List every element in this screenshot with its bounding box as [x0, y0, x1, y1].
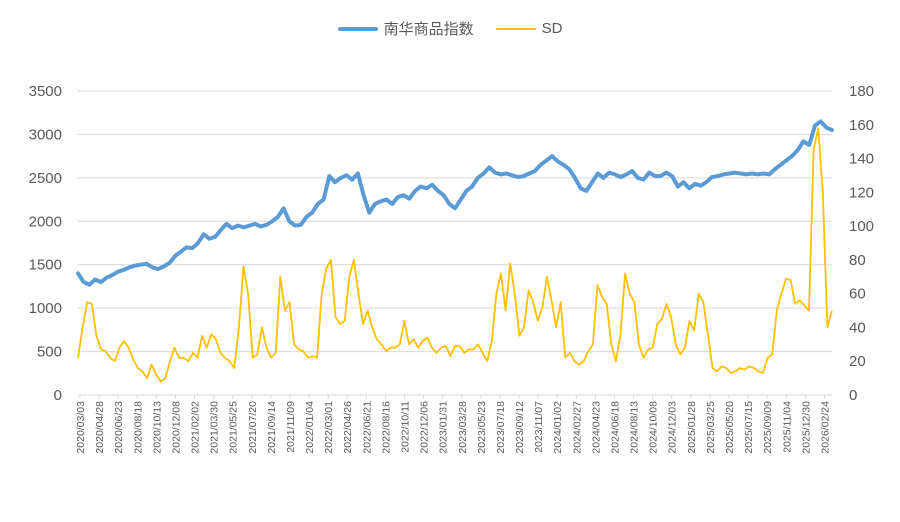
x-axis-date-label: 2021/11/09 [285, 401, 297, 453]
chart-legend: 南华商品指数 SD [0, 18, 900, 39]
right-axis-tick-label: 100 [849, 218, 874, 235]
x-axis-date-label: 2024/04/23 [590, 401, 602, 454]
right-axis-tick-label: 60 [849, 286, 866, 303]
x-axis-date-label: 2022/12/06 [419, 401, 431, 454]
x-axis-date-label: 2020/08/18 [132, 401, 144, 454]
right-axis-tick-label: 180 [849, 83, 874, 100]
left-axis-ticks: 0 500 1000 1500 2000 2500 3000 3500 [29, 83, 62, 404]
x-axis-date-label: 2025/09/09 [762, 401, 774, 454]
x-axis-date-label: 2023/03/28 [457, 401, 469, 454]
right-axis-tick-label: 0 [849, 387, 857, 404]
gridlines [78, 90, 832, 396]
right-axis-tick-label: 120 [849, 184, 874, 201]
legend-label-nanhua-index: 南华商品指数 [383, 21, 474, 38]
x-axis-date-label: 2024/01/02 [552, 401, 564, 454]
x-axis-date-label: 2021/05/25 [228, 401, 240, 454]
x-axis-date-label: 2025/12/30 [800, 401, 812, 454]
x-axis-date-label: 2025/05/20 [724, 401, 736, 454]
x-axis-date-label: 2024/10/08 [648, 401, 660, 454]
x-axis-date-label: 2023/07/18 [495, 401, 507, 454]
x-axis-date-label: 2024/02/27 [571, 401, 583, 454]
nanhua-index-series-line [76, 119, 834, 287]
x-axis-date-label: 2022/04/26 [342, 401, 354, 454]
right-axis-tick-label: 160 [849, 117, 874, 134]
x-axis-date-label: 2024/06/18 [609, 401, 621, 454]
x-axis-date-label: 2024/08/13 [629, 401, 641, 454]
x-axis-date-label: 2020/04/28 [94, 401, 106, 454]
x-axis-date-label: 2025/11/04 [781, 401, 793, 453]
x-axis-date-label: 2020/12/08 [170, 401, 182, 454]
x-axis-date-label: 2020/06/23 [113, 401, 125, 454]
x-axis: 2020/03/03 2020/04/28 2020/06/23 2020/08/18… [75, 395, 831, 454]
x-axis-date-label: 2021/09/14 [266, 401, 278, 454]
left-axis-tick-label: 2000 [29, 213, 62, 230]
legend-item-sd: SD [495, 20, 563, 37]
left-axis-tick-label: 2500 [29, 170, 62, 187]
left-axis-tick-label: 0 [54, 387, 62, 404]
right-axis-tick-label: 40 [849, 319, 866, 336]
sd-series-line [77, 127, 833, 383]
left-axis-tick-label: 3000 [29, 126, 62, 143]
left-axis-tick-label: 500 [37, 344, 62, 361]
x-axis-date-label: 2023/01/31 [438, 401, 450, 454]
legend-item-nanhua-index: 南华商品指数 [337, 18, 474, 39]
x-axis-date-label: 2022/01/04 [304, 401, 316, 454]
x-axis-date-label: 2024/12/03 [667, 401, 679, 454]
x-axis-date-label: 2022/10/11 [400, 401, 412, 453]
left-axis-tick-label: 1000 [29, 300, 62, 317]
x-axis-date-label: 2026/02/24 [819, 401, 831, 454]
legend-swatch-blue-icon [337, 26, 378, 31]
x-axis-date-label: 2025/01/28 [686, 401, 698, 454]
x-axis-date-label: 2023/09/12 [514, 401, 526, 454]
x-axis-date-label: 2025/03/25 [705, 401, 717, 454]
x-axis-date-label: 2021/07/20 [247, 401, 259, 454]
x-axis-date-label: 2023/11/07 [533, 401, 545, 453]
left-axis-tick-label: 1500 [29, 257, 62, 274]
right-axis-tick-label: 20 [849, 353, 866, 370]
x-axis-date-label: 2022/08/16 [380, 401, 392, 454]
right-axis-tick-label: 80 [849, 252, 866, 269]
x-axis-date-label: 2022/03/01 [323, 401, 335, 454]
legend-label-sd: SD [541, 20, 563, 37]
x-axis-date-label: 2025/07/15 [743, 401, 755, 454]
left-axis-tick-label: 3500 [29, 83, 62, 100]
x-axis-date-label: 2021/02/02 [190, 401, 202, 454]
x-axis-date-label: 2021/03/30 [209, 401, 221, 454]
x-axis-date-label: 2023/05/23 [476, 401, 488, 454]
x-axis-date-label: 2020/10/13 [151, 401, 163, 454]
x-axis-date-label: 2022/06/21 [361, 401, 373, 454]
legend-swatch-yellow-icon [495, 27, 536, 30]
right-axis-tick-label: 140 [849, 151, 874, 168]
right-axis-ticks: 0 20 40 60 80 100 120 140 160 180 [849, 83, 874, 404]
x-axis-date-label: 2020/03/03 [75, 401, 87, 454]
